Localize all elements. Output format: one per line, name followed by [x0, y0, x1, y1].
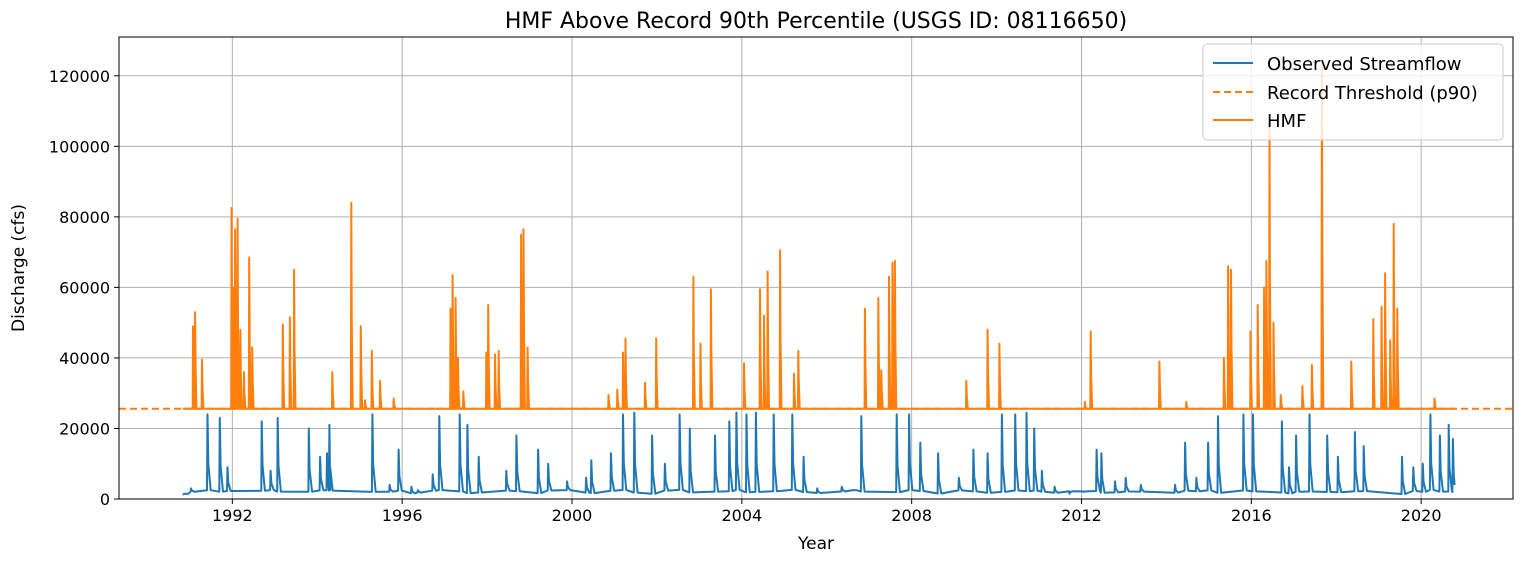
x-tick-label: 2004: [721, 506, 762, 525]
y-tick-label: 100000: [49, 137, 110, 156]
y-axis-label: Discharge (cfs): [9, 204, 29, 332]
legend-label-threshold: Record Threshold (p90): [1267, 83, 1478, 104]
x-tick-label: 1992: [212, 506, 253, 525]
legend-label-hmf: HMF: [1267, 111, 1306, 132]
x-tick-label: 2020: [1401, 506, 1442, 525]
chart-title: HMF Above Record 90th Percentile (USGS I…: [505, 9, 1127, 34]
series-hmf-line: [191, 64, 1437, 410]
legend: Observed Streamflow Record Threshold (p9…: [1202, 43, 1504, 141]
y-tick-label: 40000: [59, 349, 110, 368]
legend-label-observed: Observed Streamflow: [1267, 54, 1462, 75]
x-tick-label: 1996: [382, 506, 423, 525]
y-tick-label: 60000: [59, 278, 110, 297]
x-tick-label: 2016: [1231, 506, 1272, 525]
x-axis-ticks: 1992 1996 2000 2004 2008 2012 2016 2020: [212, 499, 1442, 525]
x-axis-label: Year: [797, 534, 834, 554]
legend-box: [1202, 43, 1504, 141]
y-tick-label: 20000: [59, 419, 110, 438]
y-tick-label: 120000: [49, 67, 110, 86]
y-tick-label: 0: [100, 490, 110, 509]
x-tick-label: 2008: [891, 506, 932, 525]
plot-frame: [118, 36, 1514, 500]
x-tick-label: 2000: [552, 506, 593, 525]
series-observed-streamflow-line: [182, 411, 1456, 496]
x-tick-label: 2012: [1061, 506, 1102, 525]
y-tick-label: 80000: [59, 208, 110, 227]
y-axis-ticks: 0 20000 40000 60000 80000 100000 120000: [49, 67, 119, 509]
